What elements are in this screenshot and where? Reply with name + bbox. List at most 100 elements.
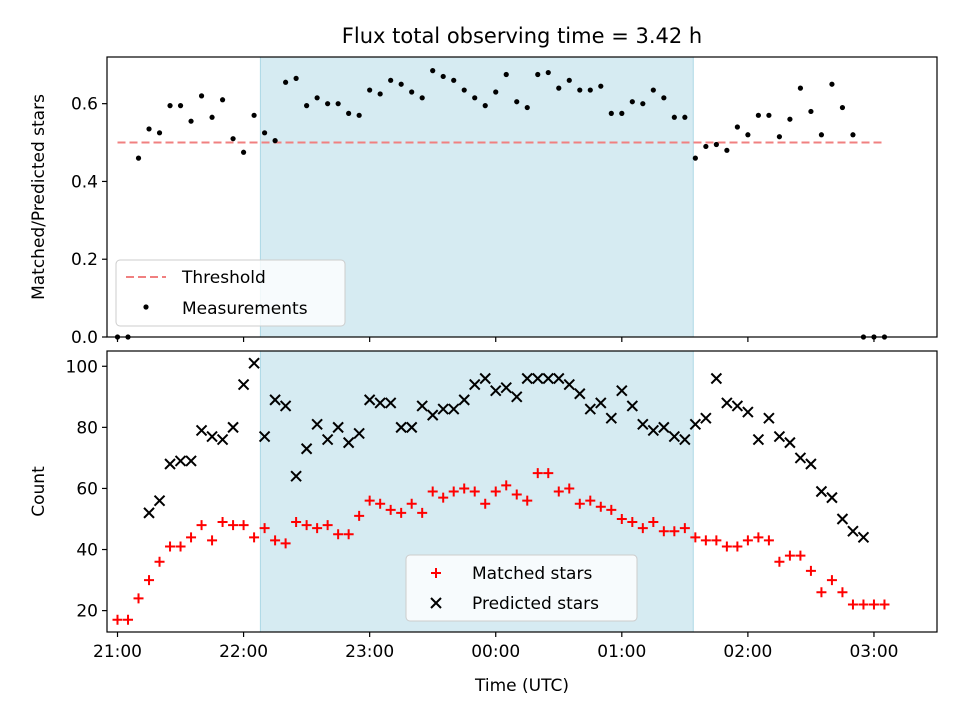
legend-box (405, 554, 638, 622)
measurement-point (745, 132, 751, 138)
y-axis-label: Count (29, 466, 49, 517)
matched-star-point (459, 483, 470, 494)
legend: Threshold Measurements (115, 259, 346, 327)
matched-star-point (616, 513, 627, 524)
matched-star-point (847, 599, 858, 610)
matched-star-point (564, 483, 575, 494)
measurement-point (619, 110, 625, 116)
measurement-point (692, 155, 698, 161)
legend-measurements-label: Measurements (182, 299, 308, 319)
matched-star-point (249, 532, 260, 543)
y-tick-label: 0.0 (71, 328, 98, 348)
predicted-star-point (227, 421, 239, 434)
measurement-point (325, 101, 331, 107)
matched-star-point (721, 541, 732, 552)
matched-star-point (627, 517, 638, 528)
measurement-point (713, 141, 719, 148)
matched-star-point (343, 529, 354, 540)
matched-star-point (448, 486, 459, 497)
predicted-star-point (605, 412, 618, 424)
measurement-point (283, 79, 289, 85)
matched-star-point (690, 532, 701, 543)
measurement-point (335, 101, 341, 107)
legend: Matched stars Predicted stars (405, 554, 638, 622)
measurement-point (293, 75, 299, 81)
predicted-star-point (290, 470, 302, 482)
predicted-star-point (237, 378, 250, 391)
measurement-point (850, 132, 856, 138)
measurement-point (356, 112, 362, 118)
predicted-star-point (784, 436, 796, 449)
matched-star-point (364, 495, 375, 506)
predicted-star-point (563, 378, 575, 391)
predicted-star-point (679, 433, 691, 446)
matched-star-point (868, 599, 879, 610)
matched-star-point (270, 535, 281, 546)
matched-star-point (375, 498, 386, 509)
matched-star-point (606, 504, 617, 515)
measurement-point (472, 95, 478, 101)
measurement-point (272, 138, 278, 144)
measurement-point (839, 104, 846, 111)
matched-star-point (186, 532, 197, 543)
measurement-point (230, 136, 236, 142)
measurement-point (671, 114, 677, 120)
measurement-point (682, 114, 688, 120)
y-tick-label: 80 (76, 418, 98, 438)
matched-star-point (406, 498, 417, 509)
predicted-star-point (258, 430, 271, 443)
measurement-point (650, 87, 656, 93)
matched-star-point (427, 486, 438, 497)
measurement-point (766, 112, 772, 118)
predicted-star-point (658, 421, 670, 434)
measurement-point (577, 87, 583, 93)
measurement-point (430, 68, 436, 74)
matched-star-point (238, 520, 249, 531)
x-tick-label: 03:00 (849, 642, 898, 662)
chart-title: Flux total observing time = 3.42 h (342, 24, 702, 48)
matched-star-point (532, 468, 543, 479)
predicted-star-point (279, 400, 292, 412)
predicted-star-point (616, 384, 628, 397)
measurement-point (545, 69, 551, 76)
matched-star-point (805, 565, 816, 576)
measurement-point (367, 87, 373, 93)
legend-matched-label: Matched stars (472, 564, 592, 584)
predicted-star-point (437, 403, 449, 415)
predicted-star-point (847, 525, 859, 537)
matched-star-point (658, 526, 669, 537)
matched-star-point (144, 575, 155, 586)
measurement-point (461, 87, 467, 93)
predicted-star-point (311, 418, 323, 431)
legend-predicted-label: Predicted stars (472, 594, 599, 614)
predicted-star-point (521, 372, 533, 385)
measurement-point (598, 83, 604, 89)
matched-star-point (207, 535, 218, 546)
matched-star-point (585, 495, 596, 506)
measurement-point (608, 110, 614, 116)
measurement-point (503, 71, 509, 78)
measurement-point (198, 93, 205, 99)
matched-star-point (469, 486, 480, 497)
measurement-point (535, 71, 541, 78)
predicted-star-point (542, 372, 554, 385)
measurement-point (493, 89, 499, 95)
matched-star-point (574, 498, 585, 509)
x-axis-label: Time (UTC) (474, 676, 569, 696)
measurement-point (787, 116, 793, 122)
measurement-point (251, 112, 257, 118)
measurement-point (188, 118, 194, 124)
matched-star-point (858, 599, 869, 610)
measurement-point (566, 77, 572, 83)
measurement-point (419, 95, 425, 101)
predicted-star-point (216, 433, 229, 446)
predicted-star-point (206, 430, 218, 443)
matched-star-point (648, 517, 659, 528)
matched-star-point (175, 541, 186, 552)
matched-star-point (228, 520, 239, 531)
measurement-point (135, 155, 142, 161)
series-matched-stars (112, 468, 890, 625)
measurement-point (776, 134, 783, 140)
matched-star-point (417, 507, 428, 518)
